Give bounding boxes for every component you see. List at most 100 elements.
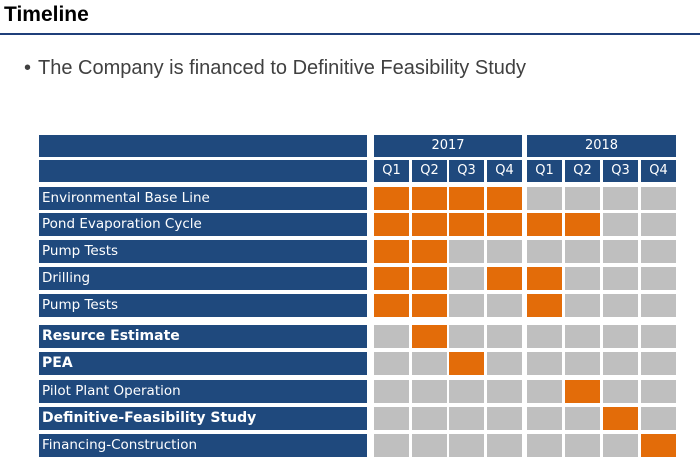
inactive-quarter-cell (603, 240, 638, 263)
inactive-quarter-cell (565, 325, 600, 348)
active-quarter-cell (527, 294, 562, 317)
active-quarter-cell (412, 294, 447, 317)
active-quarter-cell (527, 267, 562, 290)
active-quarter-cell (412, 267, 447, 290)
inactive-quarter-cell (603, 380, 638, 403)
inactive-quarter-cell (603, 325, 638, 348)
quarter-header: Q1 (527, 160, 562, 182)
year-header-2017: 2017 (374, 135, 522, 157)
active-quarter-cell (527, 213, 562, 236)
task-label: Financing-Construction (39, 434, 367, 457)
inactive-quarter-cell (527, 434, 562, 457)
task-label: Definitive-Feasibility Study (39, 407, 367, 430)
bullet-text: The Company is financed to Definitive Fe… (38, 57, 527, 79)
inactive-quarter-cell (565, 434, 600, 457)
header-blank-cell (39, 135, 367, 157)
inactive-quarter-cell (565, 352, 600, 375)
inactive-quarter-cell (565, 187, 600, 210)
inactive-quarter-cell (603, 294, 638, 317)
active-quarter-cell (449, 187, 484, 210)
inactive-quarter-cell (449, 407, 484, 430)
inactive-quarter-cell (641, 213, 676, 236)
task-label: Pond Evaporation Cycle (39, 213, 367, 236)
inactive-quarter-cell (603, 187, 638, 210)
inactive-quarter-cell (374, 325, 409, 348)
active-quarter-cell (412, 213, 447, 236)
quarter-header: Q3 (449, 160, 484, 182)
inactive-quarter-cell (412, 380, 447, 403)
inactive-quarter-cell (641, 187, 676, 210)
active-quarter-cell (412, 187, 447, 210)
inactive-quarter-cell (374, 407, 409, 430)
task-label: Pump Tests (39, 240, 367, 263)
quarter-header: Q2 (565, 160, 600, 182)
inactive-quarter-cell (641, 294, 676, 317)
active-quarter-cell (487, 267, 522, 290)
bullet-item: • The Company is financed to Definitive F… (24, 56, 526, 80)
inactive-quarter-cell (374, 352, 409, 375)
page-title: Timeline (4, 3, 89, 26)
task-label: PEA (39, 352, 367, 375)
inactive-quarter-cell (641, 352, 676, 375)
quarter-header: Q2 (412, 160, 447, 182)
active-quarter-cell (374, 267, 409, 290)
inactive-quarter-cell (641, 380, 676, 403)
inactive-quarter-cell (641, 407, 676, 430)
inactive-quarter-cell (641, 240, 676, 263)
active-quarter-cell (374, 187, 409, 210)
quarter-header: Q3 (603, 160, 638, 182)
active-quarter-cell (374, 213, 409, 236)
task-label: Drilling (39, 267, 367, 290)
task-label: Environmental Base Line (39, 187, 367, 210)
inactive-quarter-cell (449, 240, 484, 263)
inactive-quarter-cell (527, 325, 562, 348)
inactive-quarter-cell (641, 325, 676, 348)
inactive-quarter-cell (487, 352, 522, 375)
inactive-quarter-cell (641, 267, 676, 290)
inactive-quarter-cell (412, 407, 447, 430)
header-blank-cell (39, 160, 367, 182)
inactive-quarter-cell (449, 434, 484, 457)
active-quarter-cell (487, 213, 522, 236)
title-divider (0, 33, 700, 35)
active-quarter-cell (412, 325, 447, 348)
active-quarter-cell (487, 187, 522, 210)
inactive-quarter-cell (449, 325, 484, 348)
inactive-quarter-cell (449, 294, 484, 317)
active-quarter-cell (565, 380, 600, 403)
active-quarter-cell (565, 213, 600, 236)
inactive-quarter-cell (487, 240, 522, 263)
inactive-quarter-cell (487, 380, 522, 403)
inactive-quarter-cell (449, 380, 484, 403)
task-label: Pilot Plant Operation (39, 380, 367, 403)
active-quarter-cell (374, 240, 409, 263)
inactive-quarter-cell (487, 325, 522, 348)
inactive-quarter-cell (527, 352, 562, 375)
quarter-header: Q4 (487, 160, 522, 182)
inactive-quarter-cell (565, 294, 600, 317)
inactive-quarter-cell (565, 267, 600, 290)
bullet-dot-icon: • (24, 57, 32, 79)
quarter-header: Q1 (374, 160, 409, 182)
inactive-quarter-cell (374, 380, 409, 403)
inactive-quarter-cell (412, 352, 447, 375)
active-quarter-cell (641, 434, 676, 457)
inactive-quarter-cell (527, 407, 562, 430)
inactive-quarter-cell (527, 240, 562, 263)
inactive-quarter-cell (603, 434, 638, 457)
inactive-quarter-cell (527, 187, 562, 210)
inactive-quarter-cell (487, 294, 522, 317)
active-quarter-cell (374, 294, 409, 317)
inactive-quarter-cell (487, 407, 522, 430)
inactive-quarter-cell (449, 267, 484, 290)
inactive-quarter-cell (603, 352, 638, 375)
active-quarter-cell (449, 352, 484, 375)
inactive-quarter-cell (565, 407, 600, 430)
inactive-quarter-cell (603, 267, 638, 290)
year-header-2018: 2018 (527, 135, 676, 157)
quarter-header: Q4 (641, 160, 676, 182)
inactive-quarter-cell (565, 240, 600, 263)
active-quarter-cell (412, 240, 447, 263)
inactive-quarter-cell (412, 434, 447, 457)
